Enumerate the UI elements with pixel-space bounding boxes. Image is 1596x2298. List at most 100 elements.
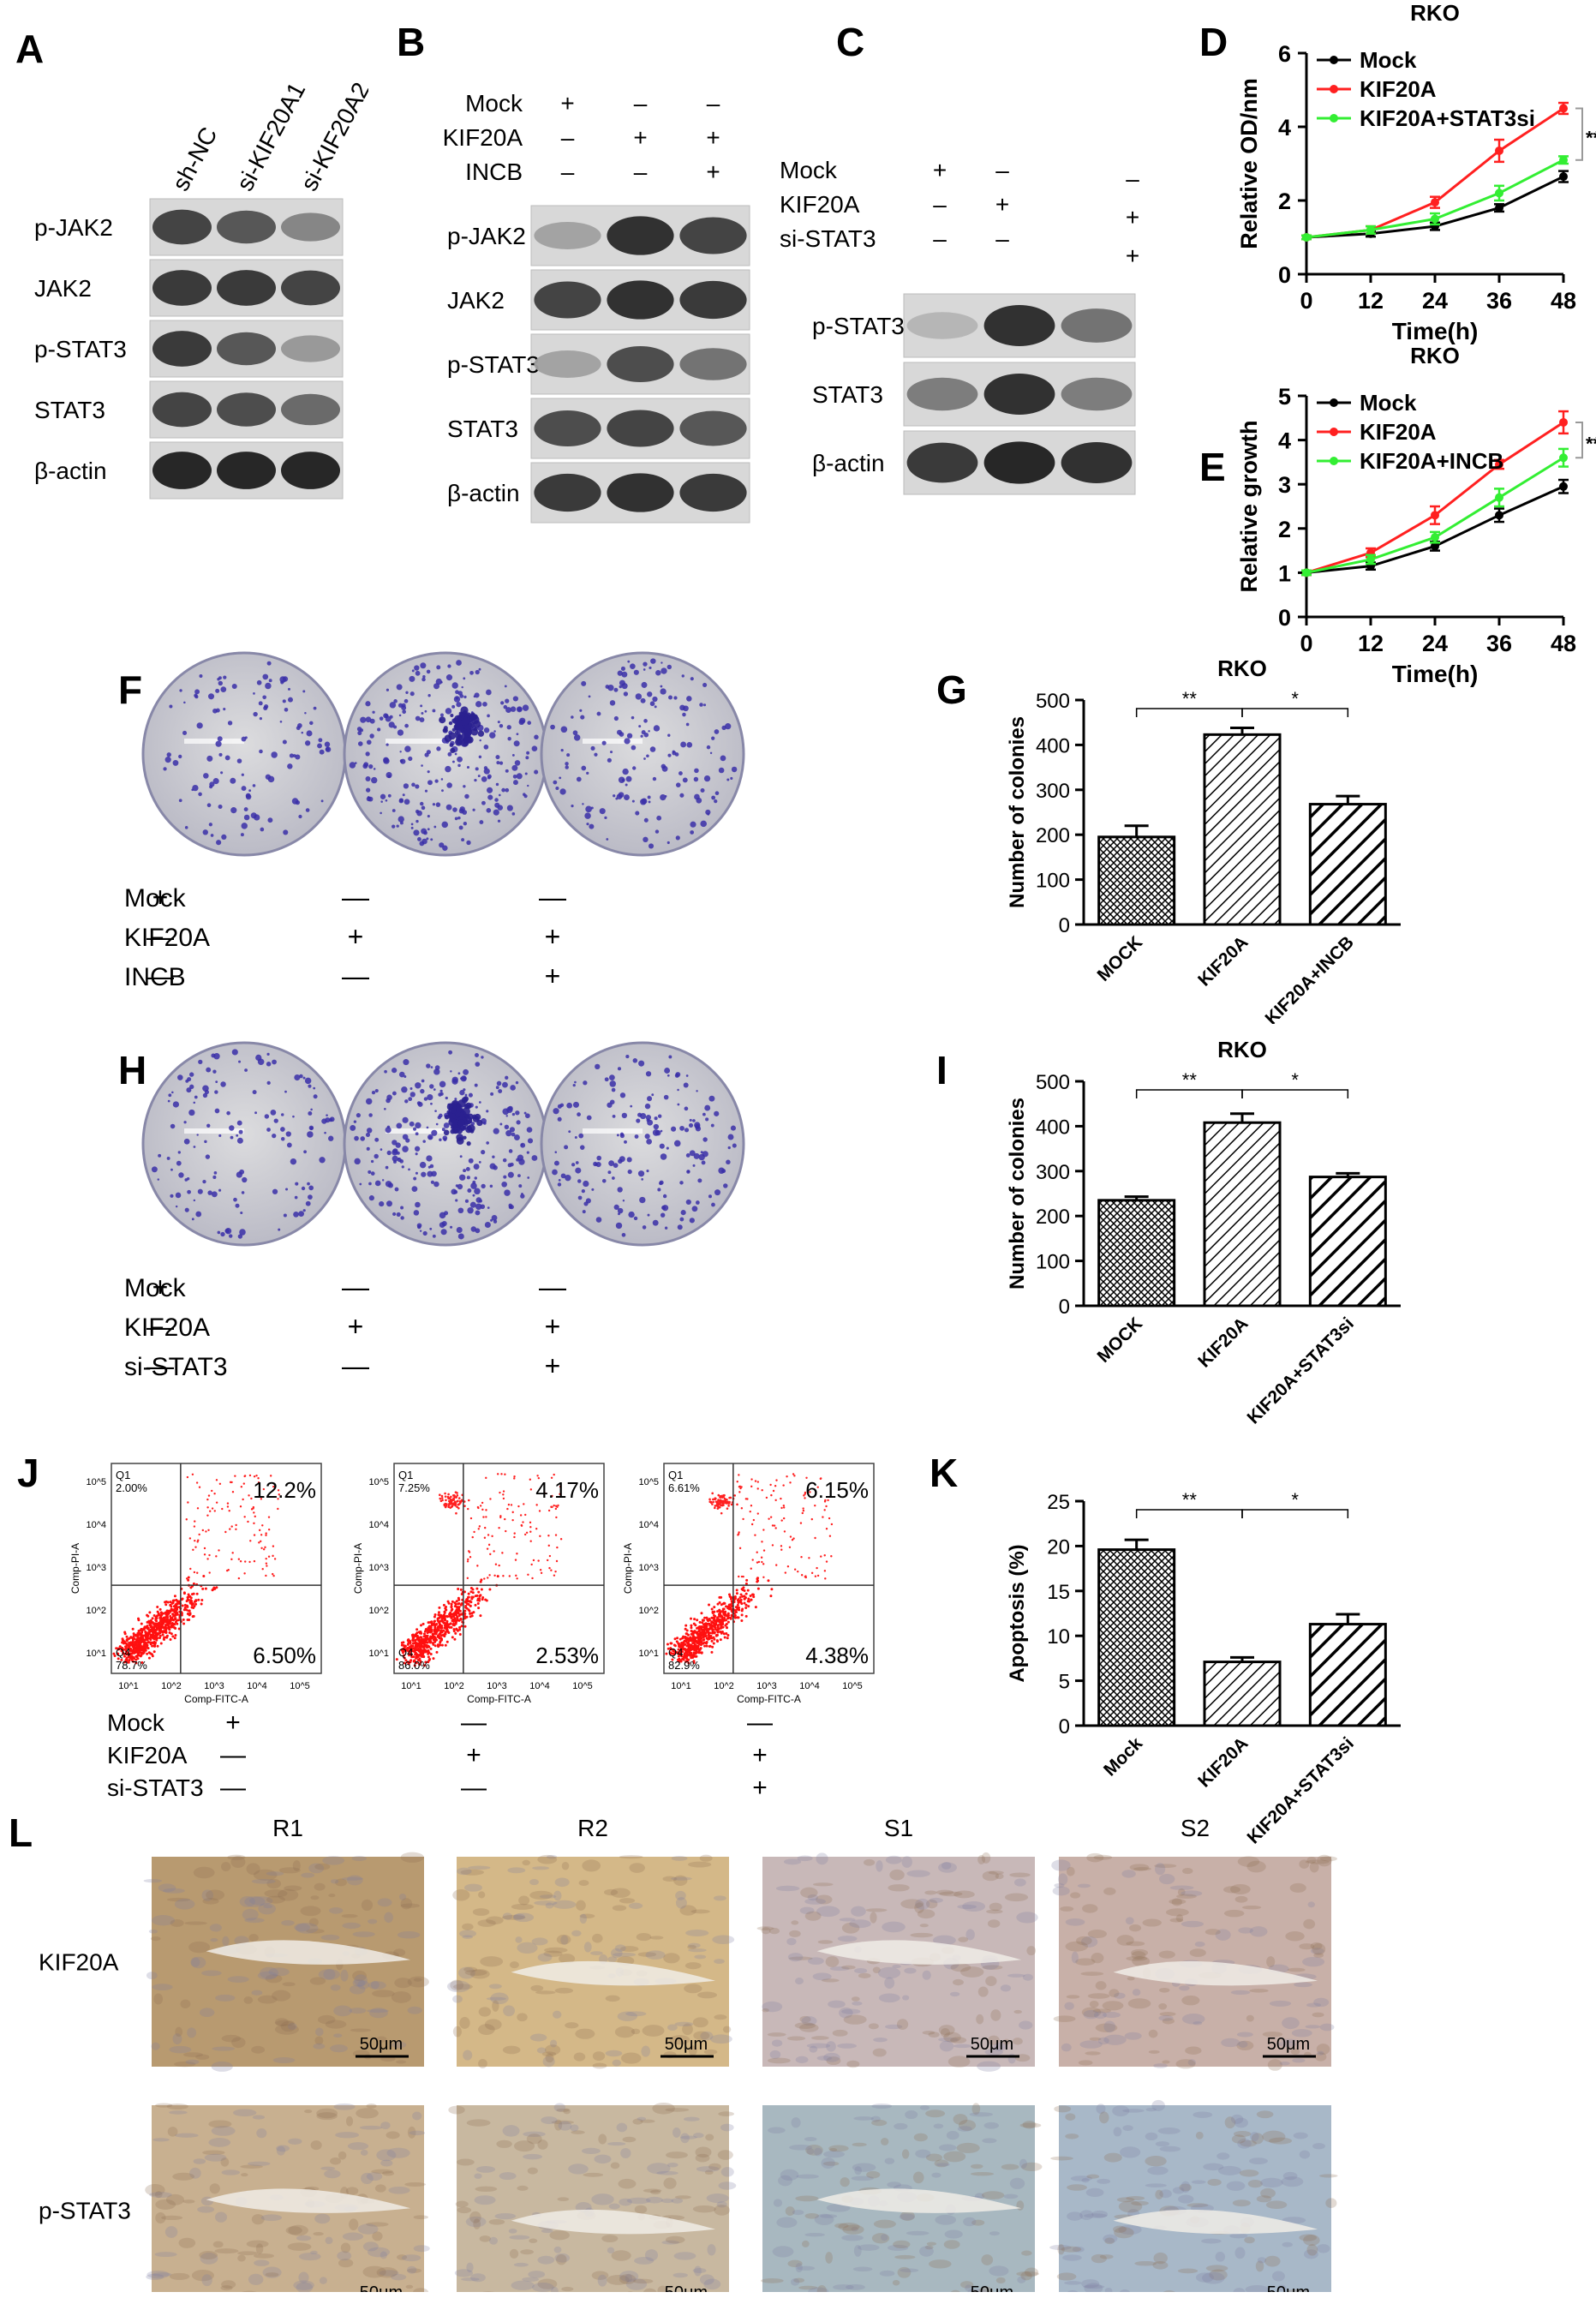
- event-dot: [198, 1533, 200, 1536]
- tissue-cell: [949, 1991, 960, 1997]
- tissue-cell: [578, 1880, 589, 1887]
- event-dot: [737, 1616, 740, 1619]
- event-dot: [151, 1630, 154, 1633]
- colony: [624, 738, 631, 745]
- y-tick-label: 0: [1278, 605, 1291, 631]
- condition-label: si-STAT3: [107, 1774, 204, 1801]
- colony: [702, 1151, 708, 1158]
- event-dot: [415, 1628, 419, 1631]
- colony: [419, 1161, 427, 1169]
- event-dot: [277, 1507, 279, 1511]
- colony: [686, 696, 692, 702]
- tissue-cell: [671, 1876, 692, 1881]
- event-dot: [713, 1622, 716, 1625]
- colony: [701, 1160, 706, 1165]
- event-dot: [149, 1619, 152, 1622]
- colony: [647, 795, 651, 799]
- event-dot: [409, 1659, 413, 1662]
- colony: [326, 1114, 328, 1116]
- event-dot: [800, 1555, 803, 1559]
- event-dot: [186, 1598, 189, 1601]
- colony: [474, 1188, 481, 1195]
- event-dot: [132, 1651, 135, 1655]
- tissue-cell: [172, 2033, 182, 2045]
- tissue-cell: [1281, 2038, 1297, 2043]
- event-dot: [427, 1655, 430, 1659]
- colony: [487, 787, 493, 793]
- colony: [195, 1211, 202, 1218]
- quadrant-name: Q4: [116, 1646, 130, 1659]
- colony: [489, 732, 496, 739]
- tissue-cell: [328, 1893, 336, 1898]
- colony: [271, 751, 278, 758]
- event-dot: [158, 1621, 161, 1625]
- colony: [244, 1068, 248, 1072]
- colony: [627, 1169, 632, 1175]
- blot-band: [679, 410, 747, 446]
- event-dot: [816, 1574, 820, 1577]
- event-dot: [464, 1605, 468, 1608]
- event-dot: [206, 1514, 209, 1517]
- tissue-cell: [1159, 1873, 1175, 1885]
- tissue-cell: [459, 2017, 470, 2029]
- event-dot: [422, 1646, 426, 1649]
- event-dot: [146, 1652, 149, 1655]
- event-dot: [754, 1534, 756, 1536]
- colony: [218, 804, 223, 810]
- colony: [435, 1122, 439, 1126]
- event-dot: [265, 1534, 267, 1537]
- event-dot: [125, 1651, 129, 1655]
- event-dot: [467, 1499, 470, 1502]
- colony-cluster: [450, 747, 456, 753]
- colony: [486, 689, 492, 696]
- event-dot: [450, 1499, 452, 1501]
- event-dot: [192, 1548, 194, 1552]
- significance-bracket: [1575, 107, 1583, 161]
- colony: [374, 1153, 379, 1159]
- event-dot: [702, 1638, 705, 1642]
- colony-plates-f: Mock+ — —KIF20A— + +INCB— — +: [124, 651, 745, 991]
- event-dot: [814, 1575, 817, 1577]
- event-dot: [466, 1577, 469, 1580]
- event-dot: [738, 1608, 741, 1612]
- colony: [245, 793, 251, 799]
- tissue-cell: [330, 2044, 348, 2053]
- event-dot: [720, 1504, 722, 1507]
- event-dot: [191, 1602, 194, 1606]
- event-dot: [483, 1577, 486, 1580]
- colony: [475, 767, 479, 771]
- data-point: [1495, 203, 1503, 212]
- tissue-cell: [852, 2001, 863, 2006]
- x-tick-label: 12: [1358, 631, 1384, 656]
- colony: [648, 730, 650, 733]
- event-dot: [678, 1637, 682, 1641]
- event-dot: [684, 1655, 688, 1658]
- colony: [703, 775, 711, 782]
- event-dot: [430, 1628, 433, 1631]
- tissue-cell: [826, 2056, 841, 2066]
- event-dot: [159, 1642, 163, 1645]
- event-dot: [450, 1501, 453, 1504]
- y-tick-label: 500: [1036, 1071, 1070, 1094]
- tissue-cell: [484, 2019, 502, 2031]
- colony: [513, 780, 518, 786]
- colony: [353, 1120, 357, 1123]
- colony: [585, 805, 592, 813]
- colony: [654, 705, 657, 709]
- event-dot: [673, 1644, 677, 1648]
- colony: [220, 686, 227, 692]
- colony: [204, 1090, 209, 1095]
- colony: [240, 1211, 243, 1215]
- tissue-cell: [783, 1858, 802, 1865]
- colony: [372, 710, 375, 714]
- colony: [586, 771, 589, 775]
- tissue-cell: [1305, 2025, 1321, 2029]
- tissue-cell: [1193, 2021, 1203, 2026]
- colony: [478, 1101, 481, 1104]
- tissue-cell: [400, 1903, 420, 1908]
- event-dot: [554, 1507, 558, 1511]
- event-dot: [277, 1498, 279, 1500]
- western-blot-b: Mock + – –KIF20A – + +INCB – – +p-JAK2JAK2p-STAT3…: [443, 90, 750, 524]
- event-dot: [450, 1625, 453, 1629]
- event-dot: [775, 1564, 778, 1566]
